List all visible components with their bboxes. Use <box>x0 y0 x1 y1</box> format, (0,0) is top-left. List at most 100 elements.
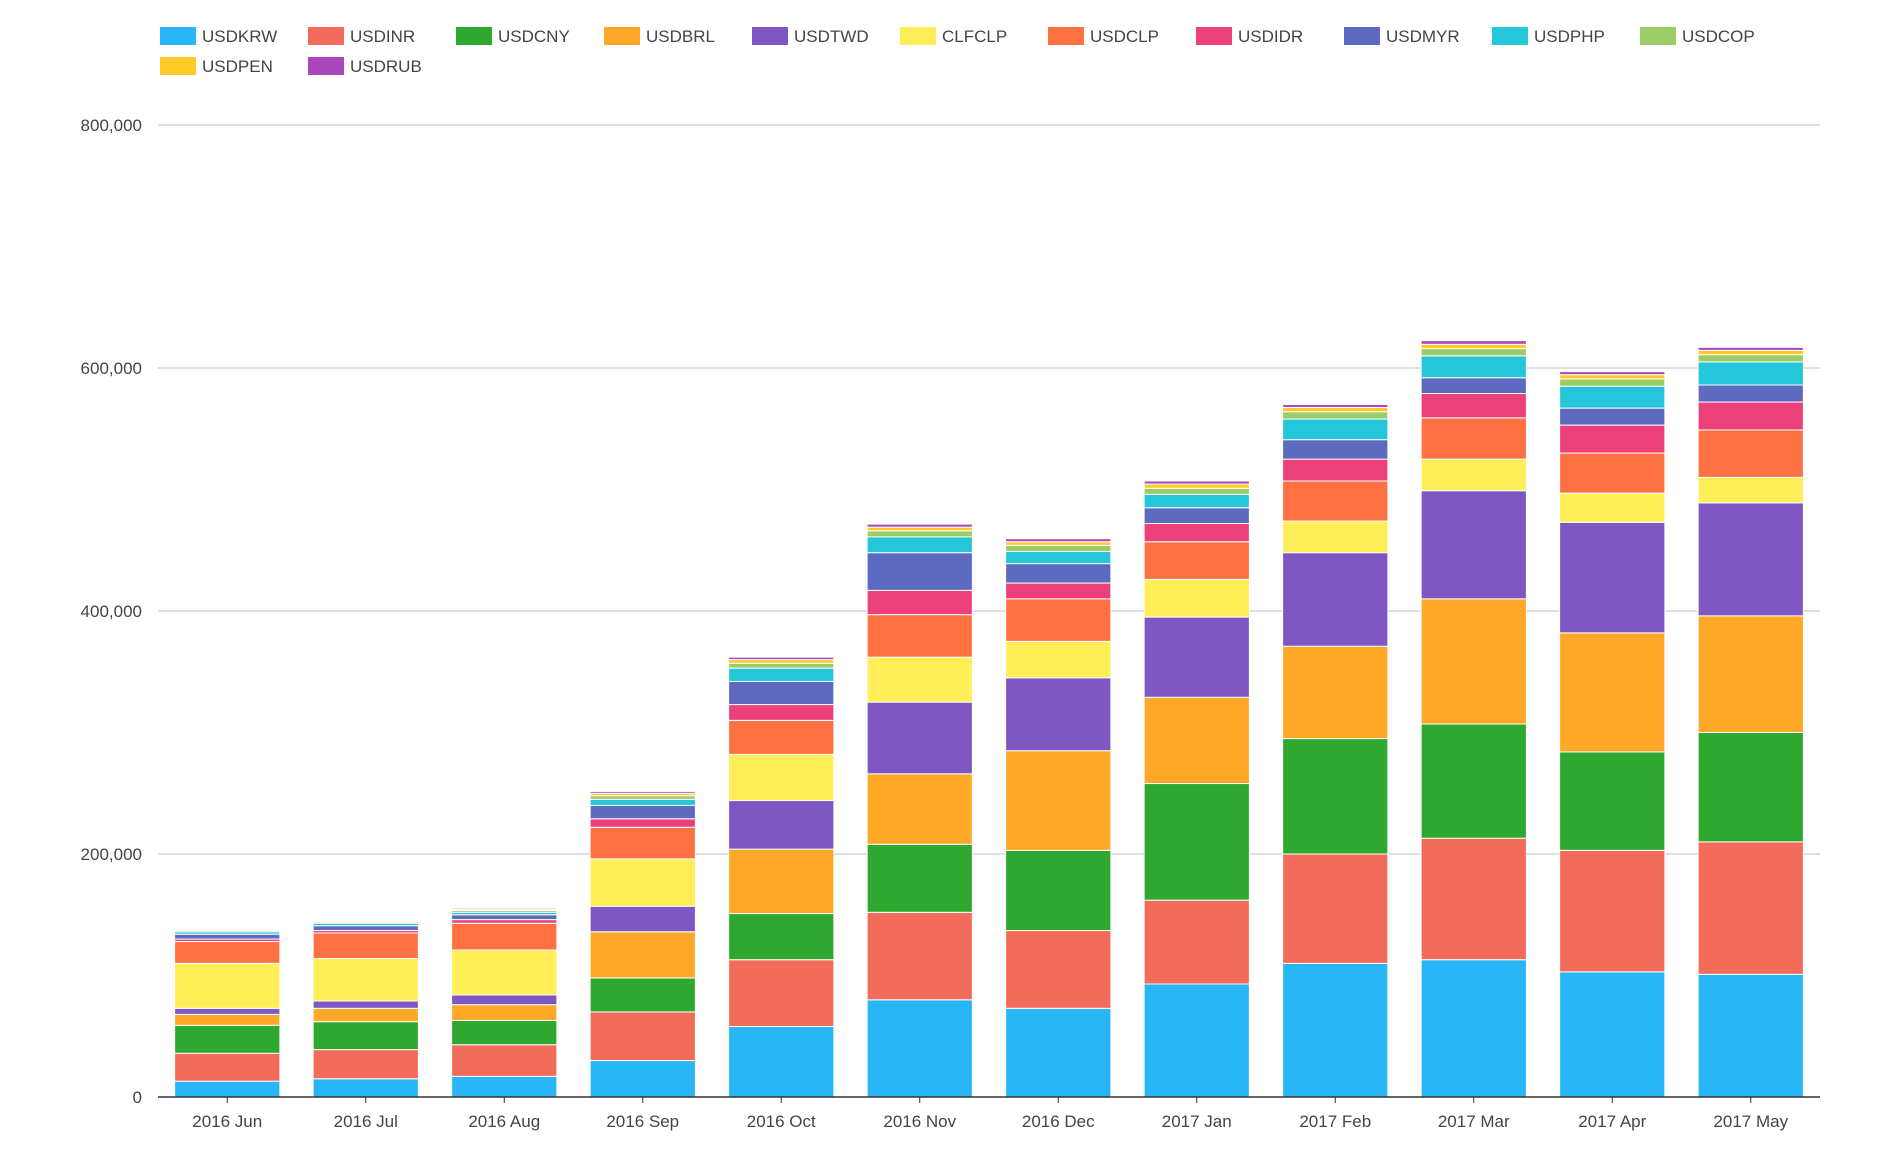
legend-item-usdpen[interactable]: USDPEN <box>160 57 273 76</box>
bar-segment-usdidr[interactable] <box>589 818 696 828</box>
bar-segment-usdkrw[interactable] <box>1697 973 1804 1098</box>
bar-segment-usdphp[interactable] <box>1697 361 1804 386</box>
bar-segment-usdcop[interactable] <box>1697 354 1804 363</box>
bar-segment-usdrub[interactable] <box>589 790 696 794</box>
bar-segment-usdidr[interactable] <box>1697 401 1804 431</box>
legend-item-usdbrl[interactable]: USDBRL <box>604 27 715 46</box>
bar-segment-usdpen[interactable] <box>1005 541 1112 546</box>
bar-segment-usdbrl[interactable] <box>1005 750 1112 851</box>
bar-segment-usdkrw[interactable] <box>1282 962 1389 1098</box>
bar-segment-clfclp[interactable] <box>312 957 419 1002</box>
bar-segment-usdkrw[interactable] <box>451 1075 558 1098</box>
bar-segment-usdphp[interactable] <box>728 667 835 682</box>
bar-segment-usdcny[interactable] <box>1697 732 1804 843</box>
bar-segment-usdbrl[interactable] <box>451 1004 558 1021</box>
bar-segment-clfclp[interactable] <box>589 858 696 907</box>
bar-segment-usdclp[interactable] <box>589 826 696 860</box>
bar-segment-usdinr[interactable] <box>1143 899 1250 985</box>
bar-segment-usdcny[interactable] <box>1005 849 1112 932</box>
bar-segment-usdclp[interactable] <box>312 932 419 959</box>
bar-segment-usdidr[interactable] <box>1143 523 1250 543</box>
bar-segment-usdclp[interactable] <box>1005 598 1112 642</box>
bar-segment-usdbrl[interactable] <box>1143 696 1250 785</box>
bar-segment-usdpen[interactable] <box>866 526 973 532</box>
bar-segment-usdkrw[interactable] <box>728 1026 835 1098</box>
bar-segment-usdphp[interactable] <box>589 798 696 806</box>
bar-segment-usdrub[interactable] <box>312 919 419 922</box>
bar-segment-usdtwd[interactable] <box>174 1007 281 1015</box>
bar-segment-usdrub[interactable] <box>1282 403 1389 408</box>
bar-segment-usdphp[interactable] <box>866 536 973 554</box>
legend-item-usdinr[interactable]: USDINR <box>308 27 415 46</box>
bar-segment-clfclp[interactable] <box>1420 458 1527 492</box>
bar-segment-usdinr[interactable] <box>1282 853 1389 964</box>
bar-segment-usdphp[interactable] <box>1143 493 1250 509</box>
legend-item-usdclp[interactable]: USDCLP <box>1048 27 1159 46</box>
bar-segment-clfclp[interactable] <box>451 949 558 996</box>
bar-segment-usdmyr[interactable] <box>451 914 558 921</box>
bar-segment-usdtwd[interactable] <box>312 1000 419 1009</box>
bar-segment-usdclp[interactable] <box>1697 429 1804 478</box>
bar-segment-usdpen[interactable] <box>1420 343 1527 350</box>
bar-segment-usdrub[interactable] <box>1697 346 1804 351</box>
bar-segment-usdrub[interactable] <box>1559 371 1666 376</box>
bar-segment-usdtwd[interactable] <box>866 701 973 775</box>
bar-segment-usdcny[interactable] <box>589 977 696 1013</box>
bar-segment-usdphp[interactable] <box>1005 550 1112 565</box>
bar-segment-usdcop[interactable] <box>1143 487 1250 495</box>
bar-segment-usdcny[interactable] <box>866 843 973 913</box>
bar-segment-usdbrl[interactable] <box>866 773 973 845</box>
bar-segment-usdrub[interactable] <box>1420 340 1527 345</box>
bar-segment-usdmyr[interactable] <box>1697 384 1804 403</box>
bar-segment-usdbrl[interactable] <box>174 1013 281 1026</box>
bar-segment-usdinr[interactable] <box>1005 930 1112 1009</box>
bar-segment-usdkrw[interactable] <box>174 1080 281 1098</box>
bar-segment-usdmyr[interactable] <box>1420 377 1527 395</box>
bar-segment-usdidr[interactable] <box>1282 458 1389 482</box>
bar-segment-clfclp[interactable] <box>1282 520 1389 554</box>
bar-segment-usdcop[interactable] <box>1559 378 1666 387</box>
bar-segment-usdbrl[interactable] <box>1697 615 1804 733</box>
bar-segment-usdphp[interactable] <box>1282 418 1389 441</box>
bar-segment-usdcny[interactable] <box>451 1019 558 1046</box>
bar-segment-usdpen[interactable] <box>728 659 835 664</box>
bar-segment-usdclp[interactable] <box>1559 452 1666 494</box>
bar-segment-usdinr[interactable] <box>312 1049 419 1080</box>
bar-segment-usdmyr[interactable] <box>1005 563 1112 584</box>
bar-segment-usdmyr[interactable] <box>1282 439 1389 460</box>
bar-segment-usdrub[interactable] <box>866 523 973 528</box>
bar-segment-usdbrl[interactable] <box>728 848 835 915</box>
bar-segment-usdmyr[interactable] <box>1559 407 1666 426</box>
bar-segment-usdinr[interactable] <box>1697 841 1804 975</box>
bar-segment-usdidr[interactable] <box>1005 582 1112 600</box>
bar-segment-usdmyr[interactable] <box>589 804 696 820</box>
bar-segment-usdpen[interactable] <box>1143 483 1250 489</box>
bar-segment-usdidr[interactable] <box>1420 393 1527 419</box>
legend-item-usdrub[interactable]: USDRUB <box>308 57 422 76</box>
legend-item-usdkrw[interactable]: USDKRW <box>160 27 277 46</box>
bar-segment-usdcop[interactable] <box>1282 411 1389 420</box>
bar-segment-usdmyr[interactable] <box>1143 507 1250 525</box>
bar-segment-usdrub[interactable] <box>451 907 558 910</box>
bar-segment-clfclp[interactable] <box>866 656 973 703</box>
bar-segment-usdpen[interactable] <box>1697 349 1804 356</box>
bar-segment-usdtwd[interactable] <box>1420 490 1527 600</box>
legend-item-usdtwd[interactable]: USDTWD <box>752 27 869 46</box>
bar-segment-usdrub[interactable] <box>1143 480 1250 485</box>
bar-segment-usdbrl[interactable] <box>1420 598 1527 725</box>
bar-segment-usdkrw[interactable] <box>1143 983 1250 1098</box>
bar-segment-clfclp[interactable] <box>174 962 281 1009</box>
bar-segment-usdcop[interactable] <box>1420 348 1527 357</box>
bar-segment-usdcop[interactable] <box>1005 544 1112 552</box>
bar-segment-usdclp[interactable] <box>728 719 835 755</box>
bar-segment-usdbrl[interactable] <box>589 931 696 979</box>
legend-item-usdcny[interactable]: USDCNY <box>456 27 570 46</box>
bar-segment-usdinr[interactable] <box>174 1052 281 1082</box>
bar-segment-usdphp[interactable] <box>1559 385 1666 409</box>
bar-segment-usdkrw[interactable] <box>1420 959 1527 1098</box>
bar-segment-clfclp[interactable] <box>728 753 835 802</box>
bar-segment-usdmyr[interactable] <box>174 933 281 940</box>
bar-segment-usdidr[interactable] <box>728 704 835 721</box>
bar-segment-usdkrw[interactable] <box>1005 1007 1112 1098</box>
bar-segment-usdcny[interactable] <box>1282 738 1389 855</box>
